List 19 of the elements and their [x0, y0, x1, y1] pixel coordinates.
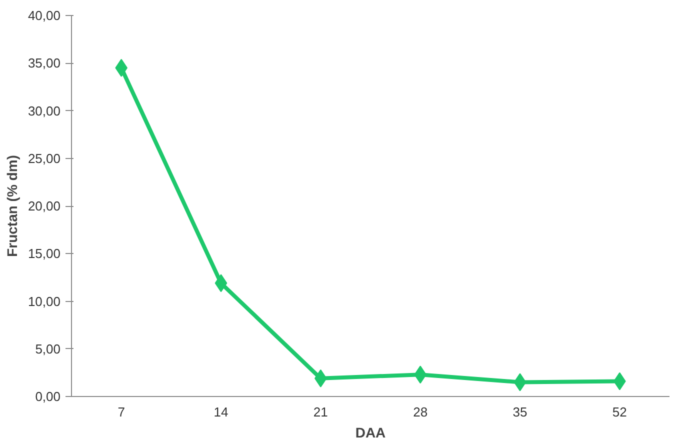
y-tick-label: 20,00 — [28, 198, 61, 214]
x-tick-label: 7 — [118, 404, 125, 420]
y-tick-label: 30,00 — [28, 103, 61, 118]
y-tick-label: 5,00 — [35, 341, 61, 356]
y-tick-label: 40,00 — [28, 8, 61, 23]
y-tick-label: 10,00 — [28, 294, 61, 309]
y-tick-label: 25,00 — [28, 150, 61, 166]
x-tick-label: 35 — [512, 404, 528, 420]
point — [214, 274, 228, 292]
y-tick-label: 15,00 — [28, 246, 61, 262]
x-tick-label: 52 — [612, 404, 627, 420]
x-tick-label: 21 — [313, 404, 328, 420]
point — [514, 373, 526, 392]
x-tick-label: 14 — [214, 404, 228, 420]
x-tick-label: 28 — [413, 404, 428, 420]
y-tick-label: 35,00 — [28, 56, 61, 71]
y-tick-label: 0,00 — [35, 389, 61, 404]
y-axis-title: Fructan (% dm) — [4, 155, 20, 257]
x-axis-title: DAA — [355, 424, 386, 440]
